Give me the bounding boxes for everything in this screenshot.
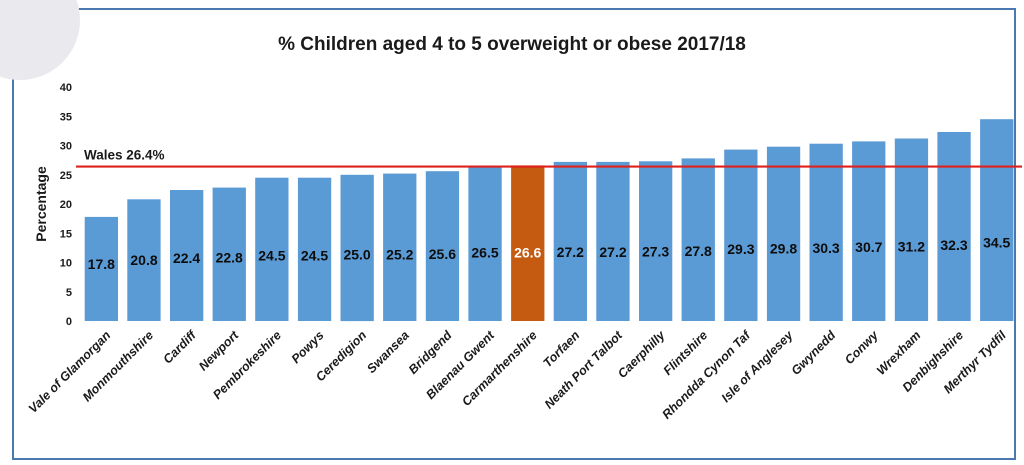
data-label: 34.5: [983, 234, 1010, 250]
y-tick-label: 20: [60, 199, 72, 211]
x-tick-label: Caerphilly: [615, 327, 668, 380]
chart-title: % Children aged 4 to 5 overweight or obe…: [278, 34, 746, 55]
data-label: 26.6: [514, 245, 541, 261]
data-label: 27.2: [557, 244, 584, 260]
bar: [809, 143, 843, 321]
y-tick-label: 40: [60, 82, 72, 94]
bar: [766, 146, 801, 321]
data-label: 25.0: [343, 247, 370, 263]
bar: [724, 149, 758, 321]
bar: [596, 161, 630, 321]
data-label: 29.3: [727, 241, 754, 257]
bar: [681, 158, 715, 321]
bar: [937, 132, 971, 321]
x-tick-label: Isle of Anglesey: [719, 327, 797, 405]
y-tick-label: 0: [66, 316, 72, 328]
data-label: 32.3: [940, 237, 967, 253]
bar-highlight: [511, 165, 545, 321]
data-label: 24.5: [258, 247, 285, 263]
bar: [170, 190, 204, 321]
data-label: 20.8: [130, 252, 157, 268]
x-tick-label: Gwynedd: [789, 328, 839, 378]
bar: [894, 138, 929, 321]
y-tick-label: 30: [60, 141, 72, 153]
x-tick-label: Swansea: [364, 328, 412, 376]
bar: [84, 216, 118, 321]
data-label: 25.6: [429, 246, 456, 262]
data-label: 27.3: [642, 244, 669, 260]
y-axis-label: Percentage: [33, 166, 49, 242]
data-label: 24.5: [301, 247, 328, 263]
x-tick-label: Conwy: [842, 327, 882, 367]
y-tick-label: 15: [60, 228, 72, 240]
data-label: 27.2: [599, 244, 626, 260]
bar: [212, 187, 246, 321]
bar: [980, 119, 1014, 321]
bar: [425, 171, 460, 321]
data-label: 22.4: [173, 250, 200, 266]
bar: [297, 177, 332, 321]
data-label: 25.2: [386, 246, 413, 262]
reference-line-label: Wales 26.4%: [84, 148, 165, 163]
x-tick-label: Neath Port Talbot: [542, 328, 626, 412]
x-tick-label: Torfaen: [540, 328, 582, 370]
data-label: 31.2: [898, 239, 925, 255]
bar: [553, 161, 587, 321]
bar: [852, 141, 886, 321]
x-tick-label: Vale of Glamorgan: [26, 328, 114, 416]
y-tick-label: 25: [60, 170, 72, 182]
x-tick-label: Powys: [289, 328, 327, 366]
bar: [255, 177, 289, 321]
x-tick-label: Cardiff: [160, 327, 200, 367]
y-tick-label: 35: [60, 111, 72, 123]
data-label: 27.8: [685, 243, 712, 259]
data-label: 30.7: [855, 239, 882, 255]
bar: [127, 199, 161, 321]
bar: [639, 161, 673, 321]
bar: [383, 173, 417, 321]
y-tick-label: 10: [60, 258, 72, 270]
data-label: 17.8: [88, 256, 115, 272]
y-tick-label: 5: [66, 287, 72, 299]
data-label: 22.8: [216, 250, 243, 266]
data-label: 30.3: [812, 240, 839, 256]
bar: [468, 166, 502, 321]
data-label: 26.5: [471, 245, 498, 261]
data-label: 29.8: [770, 240, 797, 256]
x-tick-label: Carmarthenshire: [459, 328, 540, 409]
bar: [340, 174, 374, 322]
